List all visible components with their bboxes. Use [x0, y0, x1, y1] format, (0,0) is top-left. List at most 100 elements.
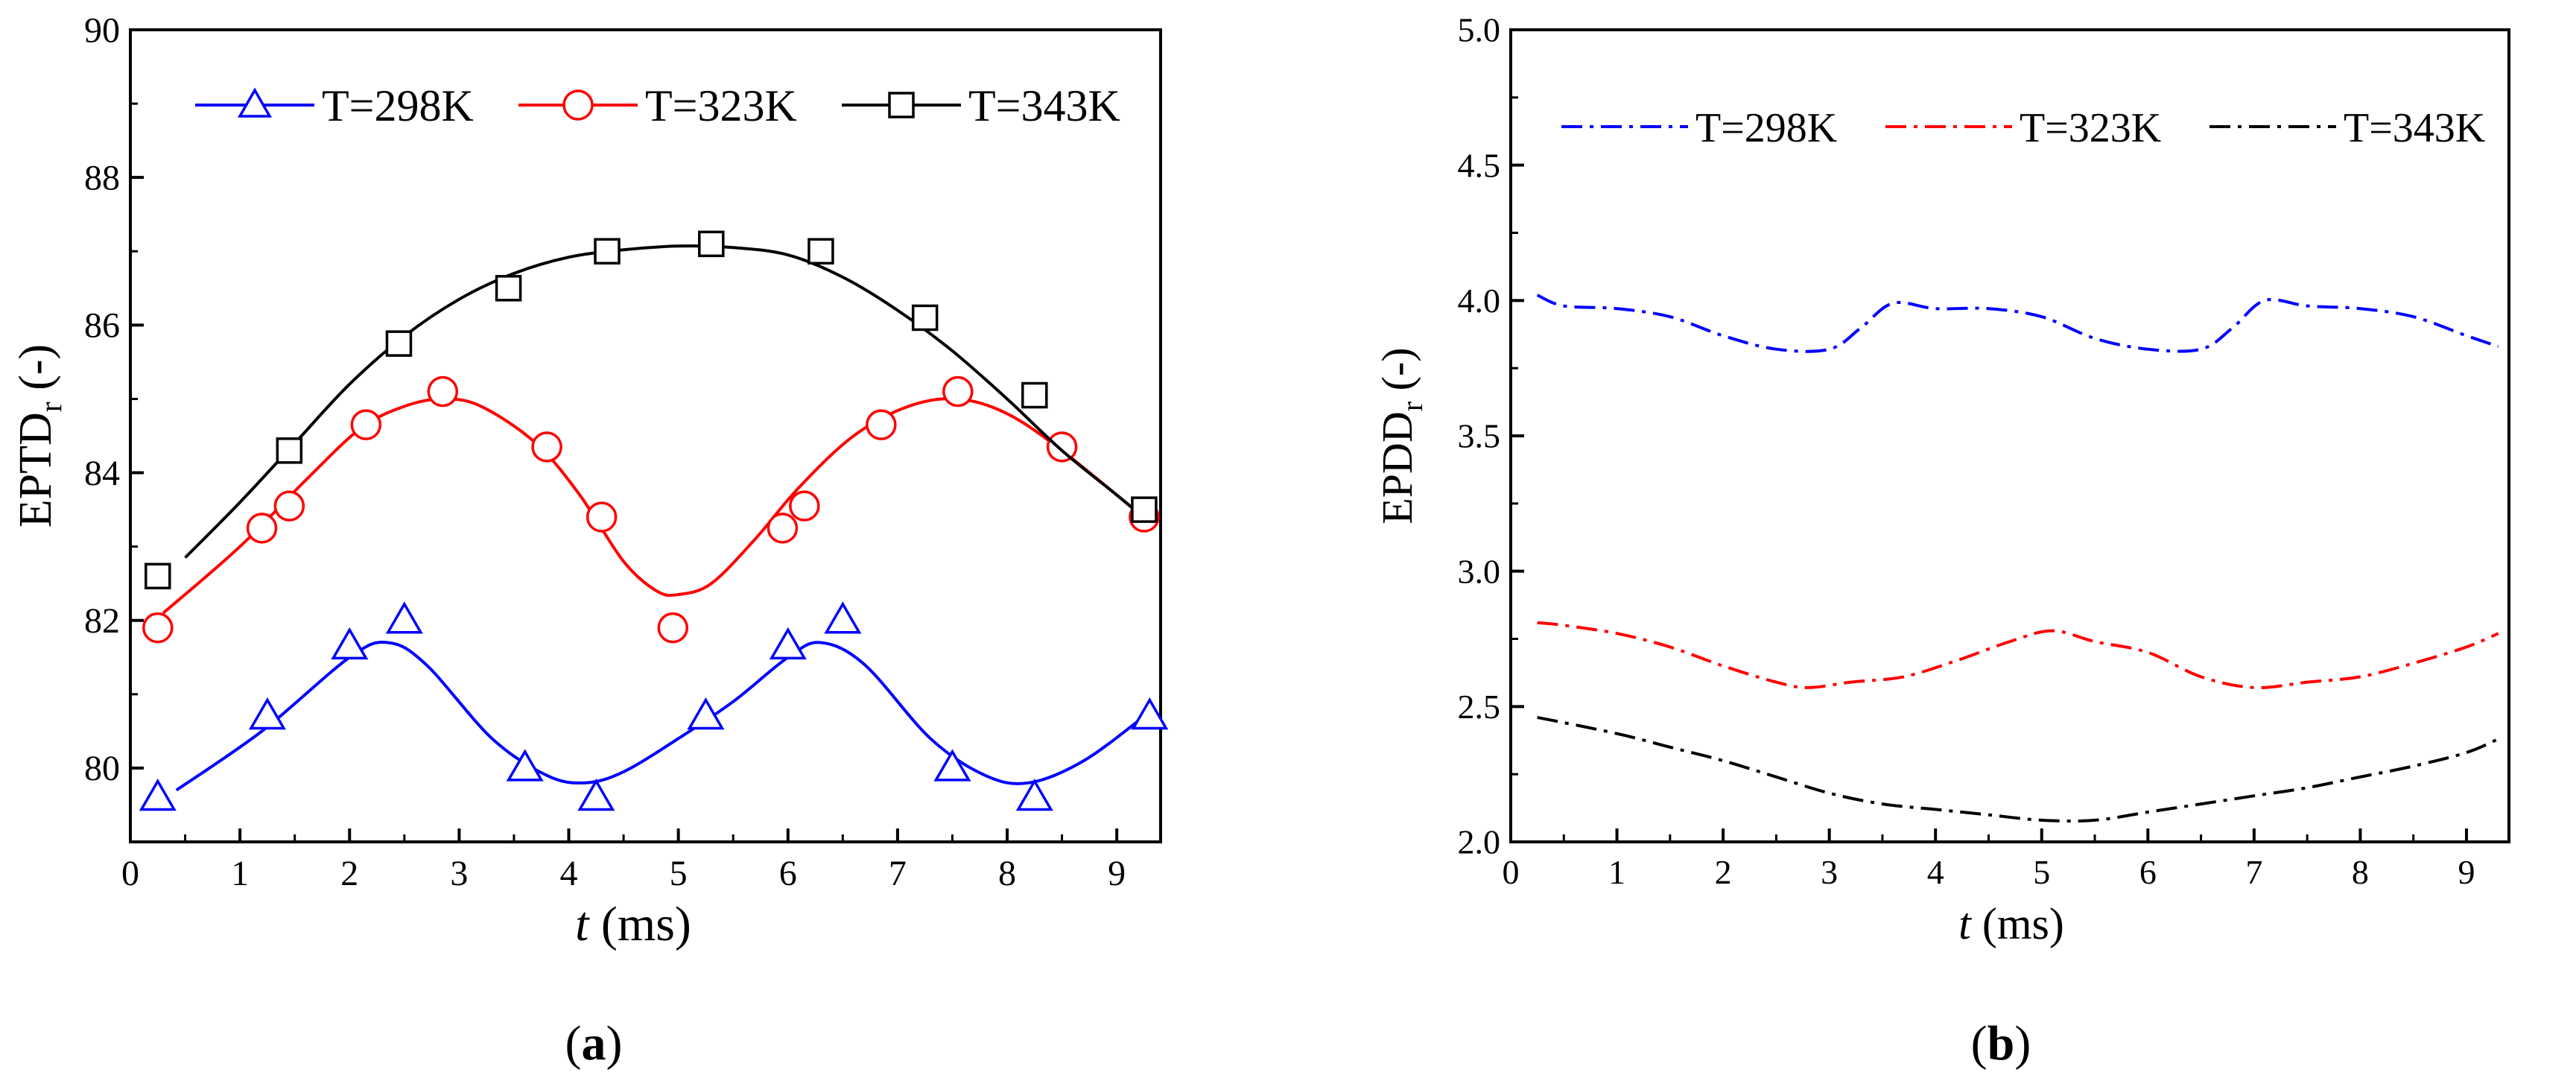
- panel-b-x-label-unit: (ms): [1971, 899, 2064, 948]
- x-tick-label: 2: [1715, 853, 1732, 891]
- x-tick-label: 0: [1503, 853, 1520, 891]
- legend-a-label-343: T=343K: [968, 81, 1120, 130]
- panel-a-series: [139, 230, 1169, 811]
- data-point-triangle: [139, 779, 177, 811]
- data-point-triangle: [506, 749, 544, 782]
- y-tick-label: 4.5: [1458, 146, 1501, 184]
- legend-a-marker-square: [888, 92, 915, 118]
- y-tick-label: 2.5: [1458, 688, 1501, 726]
- panel-b-legend: T=298K T=323K T=343K: [1561, 105, 2485, 151]
- panel-a-legend: T=298K T=323K T=343K: [195, 81, 1120, 130]
- data-point-circle: [1046, 431, 1078, 463]
- data-point-triangle: [1131, 697, 1169, 730]
- y-tick-label: 3.0: [1458, 552, 1501, 590]
- series-line: [175, 641, 1146, 792]
- panel-b-y-ticks: 2.0 2.5 3.0 3.5 4.0 4.5 5.0: [1458, 11, 1524, 861]
- data-point-triangle: [687, 697, 725, 730]
- data-point-triangle: [1015, 779, 1053, 811]
- x-tick-label: 6: [779, 854, 797, 893]
- panel-b-x-ticks: 0 1 2 3 4 5 6 7 8 9: [1503, 828, 2475, 891]
- data-point-triangle: [248, 697, 286, 730]
- x-tick-label: 2: [340, 854, 358, 893]
- data-point-circle: [789, 490, 820, 522]
- data-point-circle: [427, 375, 459, 408]
- series-line: [1537, 715, 2499, 823]
- panel-b-y-label-main: EPDD: [1373, 411, 1421, 524]
- legend-b-label-323: T=323K: [2020, 105, 2161, 151]
- data-point-triangle: [769, 627, 807, 660]
- legend-b-label-298: T=298K: [1695, 105, 1837, 151]
- x-tick-label: 1: [1608, 853, 1625, 891]
- data-point-square: [808, 238, 834, 265]
- legend-a-label-323: T=323K: [645, 81, 797, 130]
- panel-a-caption-letter: a: [582, 1016, 606, 1071]
- panel-b-y-label-suffix: (-): [1373, 347, 1421, 401]
- data-point-square: [495, 275, 522, 302]
- data-point-circle: [246, 513, 278, 544]
- x-tick-label: 7: [889, 854, 907, 893]
- data-point-circle: [657, 612, 689, 644]
- y-tick-label: 3.5: [1458, 417, 1501, 455]
- panel-b-y-axis-label: EPDDr (-): [1373, 347, 1429, 524]
- data-point-circle: [350, 409, 382, 440]
- x-tick-label: 8: [2352, 853, 2369, 891]
- panel-a-y-ticks: 80 82 84 86 88 90: [84, 10, 144, 788]
- series-line: [1536, 294, 2499, 353]
- panel-a-caption: (a): [565, 1016, 623, 1071]
- data-point-square: [1131, 496, 1158, 523]
- x-tick-label: 3: [1821, 853, 1838, 891]
- panel-b-x-axis-label: t (ms): [1958, 899, 2064, 948]
- data-point-square: [145, 562, 171, 590]
- x-tick-label: 0: [121, 854, 139, 893]
- y-tick-label: 86: [84, 306, 120, 346]
- data-point-square: [276, 437, 303, 464]
- legend-a-label-298: T=298K: [322, 81, 474, 130]
- y-tick-label: 4.0: [1458, 282, 1501, 320]
- panel-a-x-axis-label: t (ms): [575, 897, 691, 951]
- x-tick-label: 5: [2033, 853, 2050, 891]
- data-point-triangle: [385, 601, 423, 634]
- y-tick-label: 88: [84, 159, 120, 198]
- panel-a-y-label-suffix: (-): [10, 344, 61, 402]
- panel-a-plot-frame: [129, 28, 1162, 843]
- y-tick-label: 5.0: [1458, 11, 1501, 49]
- data-point-triangle: [331, 627, 369, 660]
- data-point-square: [1021, 381, 1048, 409]
- x-tick-label: 6: [2139, 853, 2157, 891]
- series-line: [1537, 621, 2499, 690]
- data-point-circle: [942, 375, 974, 408]
- y-tick-label: 2.0: [1458, 823, 1501, 861]
- panel-b: 2.0 2.5 3.0 3.5 4.0 4.5 5.0 0 1 2 3 4 5 6 7 8 9 T=298K …: [1373, 11, 2510, 1071]
- data-point-square: [698, 230, 725, 258]
- legend-a-marker-triangle: [237, 87, 273, 118]
- x-tick-label: 5: [670, 854, 688, 893]
- panel-b-plot-frame: [1509, 28, 2510, 843]
- y-tick-label: 82: [84, 601, 120, 641]
- data-point-triangle: [824, 601, 862, 634]
- data-point-triangle: [577, 779, 615, 811]
- panel-a-x-label-var: t: [575, 897, 590, 951]
- x-tick-label: 4: [560, 854, 578, 893]
- panel-a-y-label-sub: r: [34, 402, 69, 412]
- panel-a-y-label-main: EPTD: [10, 412, 61, 527]
- data-point-circle: [767, 513, 799, 544]
- y-tick-label: 84: [84, 454, 120, 493]
- series-line: [162, 397, 1140, 615]
- x-tick-label: 8: [998, 854, 1016, 893]
- x-tick-label: 3: [450, 854, 468, 893]
- data-point-square: [594, 238, 621, 265]
- series-line: [184, 244, 1140, 559]
- panel-a-x-label-unit: (ms): [589, 897, 691, 951]
- panel-a-y-axis-label: EPTDr (-): [10, 344, 69, 527]
- y-tick-label: 90: [84, 10, 120, 50]
- x-tick-label: 4: [1927, 853, 1944, 891]
- legend-a-marker-circle: [562, 89, 594, 121]
- panel-a-x-ticks: 0 1 2 3 4 5 6 7 8 9: [121, 828, 1126, 893]
- x-tick-label: 9: [2458, 853, 2475, 891]
- data-point-circle: [866, 409, 897, 440]
- legend-b-label-343: T=343K: [2344, 105, 2485, 151]
- panel-b-y-label-sub: r: [1395, 402, 1429, 411]
- data-point-circle: [586, 501, 618, 533]
- panel-a: 80 82 84 86 88 90 0 1 2 3 4 5 6 7 8 9 T=298K T=323K T=…: [10, 10, 1169, 1071]
